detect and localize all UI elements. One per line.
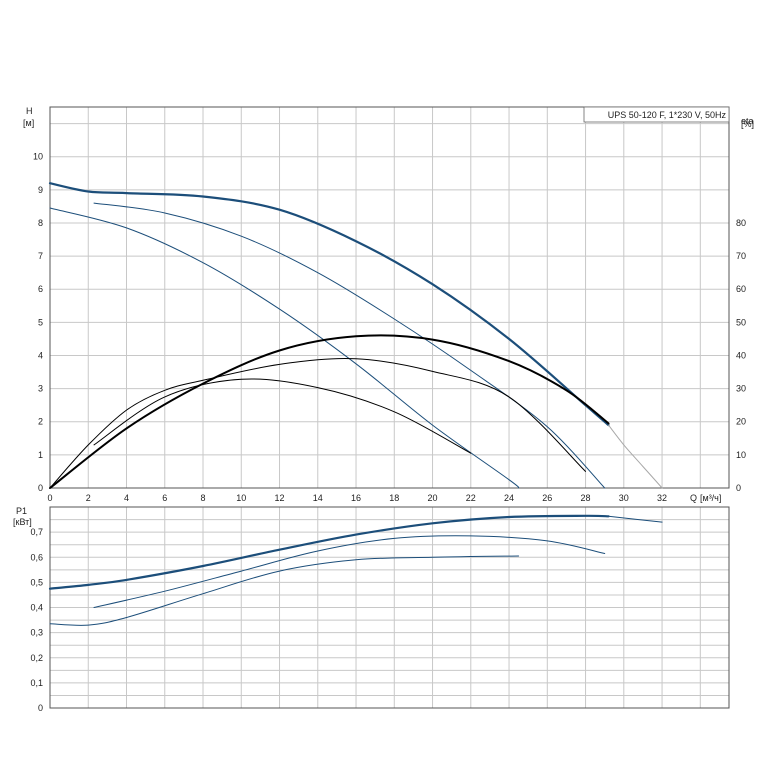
y-tick-label: 7: [38, 251, 43, 261]
x-tick-label: 14: [313, 493, 323, 503]
x-tick-label: 12: [275, 493, 285, 503]
x-tick-label: 28: [581, 493, 591, 503]
power-tick-label: 0,4: [30, 603, 43, 613]
x-axis-label: Q: [690, 493, 697, 503]
head-panel-ticks: 0 2 4 6 8 10 12 14 16 18 20 22 24 26 28 30 3201234567891…: [33, 152, 746, 503]
x-tick-label: 26: [542, 493, 552, 503]
power-tick-label: 0: [38, 703, 43, 713]
y-tick-label: 9: [38, 185, 43, 195]
head-curve: [48, 182, 610, 427]
power-curve: [49, 555, 520, 626]
y-tick-label: 10: [33, 152, 43, 162]
y-tick-label: 2: [38, 417, 43, 427]
head-curve: [93, 202, 606, 489]
y-axis-unit: [м]: [23, 118, 34, 128]
power-tick-label: 0,6: [30, 552, 43, 562]
y2-tick-label: 60: [736, 284, 746, 294]
y2-tick-label: 20: [736, 417, 746, 427]
power-panel-ticks: 0 0,1 0,2 0,3 0,4 0,5 0,6 0,7: [30, 527, 43, 713]
y-tick-label: 6: [38, 284, 43, 294]
head-curve: [49, 207, 520, 489]
power-axis-unit: [кВт]: [13, 517, 32, 527]
y-axis-label: H: [26, 106, 33, 116]
y-tick-label: 5: [38, 317, 43, 327]
power-tick-label: 0,1: [30, 678, 43, 688]
x-tick-label: 16: [351, 493, 361, 503]
x-tick-label: 0: [47, 493, 52, 503]
x-tick-label: 24: [504, 493, 514, 503]
y2-axis-label: eta: [741, 116, 754, 126]
y2-tick-label: 30: [736, 384, 746, 394]
x-tick-label: 2: [86, 493, 91, 503]
power-curve: [48, 514, 610, 590]
x-axis-unit: [м³/ч]: [700, 493, 721, 503]
power-curve: [93, 535, 606, 608]
head-panel-frame: [49, 106, 730, 489]
x-tick-label: 8: [201, 493, 206, 503]
head-panel-grid: [50, 107, 729, 488]
x-tick-label: 18: [389, 493, 399, 503]
y2-tick-label: 40: [736, 350, 746, 360]
head-curve: [608, 424, 663, 489]
x-tick-label: 22: [466, 493, 476, 503]
power-tick-label: 0,2: [30, 653, 43, 663]
efficiency-curve: [93, 378, 472, 454]
y-tick-label: 4: [38, 350, 43, 360]
y-tick-label: 8: [38, 218, 43, 228]
efficiency-curve: [49, 358, 586, 489]
power-panel-grid: [50, 507, 729, 708]
y-tick-label: 3: [38, 384, 43, 394]
y-tick-label: 1: [38, 450, 43, 460]
power-panel: P1 [кВт] 0 0,1 0,2 0,3 0,4 0,5 0,6 0,7: [13, 506, 730, 713]
y2-tick-label: 0: [736, 483, 741, 493]
chart-title-box: [583, 106, 730, 123]
power-tick-label: 0,5: [30, 577, 43, 587]
power-panel-frame: [49, 506, 730, 709]
head-panel-series: [48, 182, 663, 489]
y2-tick-label: 50: [736, 317, 746, 327]
power-curve: [608, 515, 663, 523]
x-tick-label: 30: [619, 493, 629, 503]
x-tick-label: 10: [236, 493, 246, 503]
x-tick-label: 32: [657, 493, 667, 503]
y2-tick-label: 10: [736, 450, 746, 460]
power-panel-series: [48, 514, 663, 626]
x-tick-label: 20: [428, 493, 438, 503]
x-tick-label: 4: [124, 493, 129, 503]
power-axis-label: P1: [16, 506, 27, 516]
head-panel: UPS 50-120 F, 1*230 V, 50Hz H [м] eta [%…: [23, 106, 754, 503]
efficiency-curve: [49, 334, 610, 489]
y2-axis-unit: [%]: [741, 119, 754, 129]
x-tick-label: 6: [162, 493, 167, 503]
power-tick-label: 0,3: [30, 628, 43, 638]
y2-tick-label: 80: [736, 218, 746, 228]
chart-title: UPS 50-120 F, 1*230 V, 50Hz: [608, 110, 727, 120]
y2-tick-label: 70: [736, 251, 746, 261]
y-tick-label: 0: [38, 483, 43, 493]
power-tick-label: 0,7: [30, 527, 43, 537]
